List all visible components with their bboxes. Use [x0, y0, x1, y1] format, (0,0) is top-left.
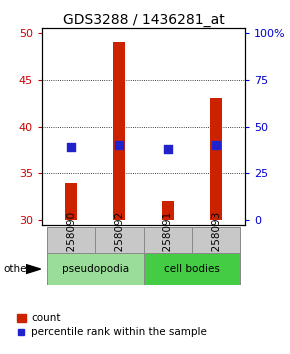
Legend: count, percentile rank within the sample: count, percentile rank within the sample — [17, 313, 207, 337]
Text: pseudopodia: pseudopodia — [62, 264, 129, 274]
Title: GDS3288 / 1436281_at: GDS3288 / 1436281_at — [63, 13, 224, 27]
Bar — [210, 98, 222, 220]
Text: cell bodies: cell bodies — [164, 264, 220, 274]
Point — [117, 142, 122, 148]
Text: GSM258093: GSM258093 — [211, 211, 221, 274]
Bar — [162, 201, 174, 220]
Point — [165, 146, 170, 152]
Bar — [47, 253, 144, 285]
Point — [214, 142, 218, 148]
Bar — [47, 227, 95, 258]
Bar — [144, 253, 240, 285]
Text: GSM258091: GSM258091 — [163, 211, 173, 274]
Polygon shape — [26, 264, 41, 274]
Text: other: other — [3, 264, 31, 274]
Bar — [95, 227, 144, 258]
Bar — [144, 227, 192, 258]
Text: GSM258090: GSM258090 — [66, 211, 76, 274]
Text: GSM258092: GSM258092 — [114, 211, 124, 274]
Bar — [192, 227, 240, 258]
Bar — [65, 183, 77, 220]
Point — [69, 144, 73, 150]
Bar — [113, 42, 126, 220]
